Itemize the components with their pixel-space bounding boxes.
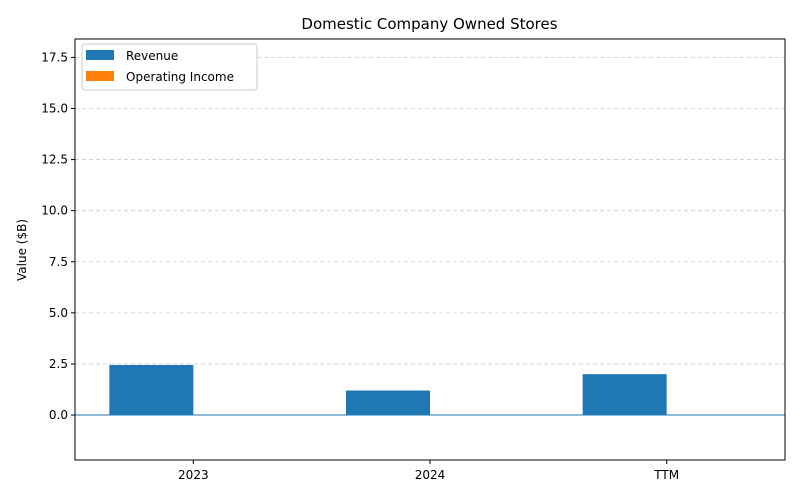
y-tick-label: 2.5 xyxy=(49,357,68,371)
legend-label: Revenue xyxy=(126,49,178,63)
gridlines xyxy=(75,56,785,416)
bar-revenue xyxy=(109,364,194,416)
y-tick-label: 12.5 xyxy=(41,153,68,167)
y-tick-label: 17.5 xyxy=(41,50,68,64)
bar-revenue xyxy=(346,390,430,416)
y-axis-label: Value ($B) xyxy=(15,219,29,281)
x-tick-label: 2023 xyxy=(178,468,209,482)
x-tick-label: TTM xyxy=(653,468,679,482)
y-tick-label: 0.0 xyxy=(49,408,68,422)
y-tick-label: 15.0 xyxy=(41,101,68,115)
legend-box xyxy=(81,43,258,91)
y-tick-label: 5.0 xyxy=(49,306,68,320)
bars xyxy=(75,364,785,416)
legend: Revenue Operating Income xyxy=(81,43,258,91)
y-tick-label: 7.5 xyxy=(49,255,68,269)
legend-swatch xyxy=(86,71,114,81)
legend-swatch xyxy=(86,50,114,60)
legend-label: Operating Income xyxy=(126,70,234,84)
chart-title: Domestic Company Owned Stores xyxy=(301,15,557,33)
x-tick-label: 2024 xyxy=(415,468,446,482)
y-tick-label: 10.0 xyxy=(41,204,68,218)
bar-revenue xyxy=(582,374,667,416)
x-ticks: 2023 2024 TTM xyxy=(178,460,679,482)
plot-frame xyxy=(74,38,786,461)
y-ticks: 0.0 2.5 5.0 7.5 10.0 12.5 15.0 17.5 xyxy=(41,50,75,422)
